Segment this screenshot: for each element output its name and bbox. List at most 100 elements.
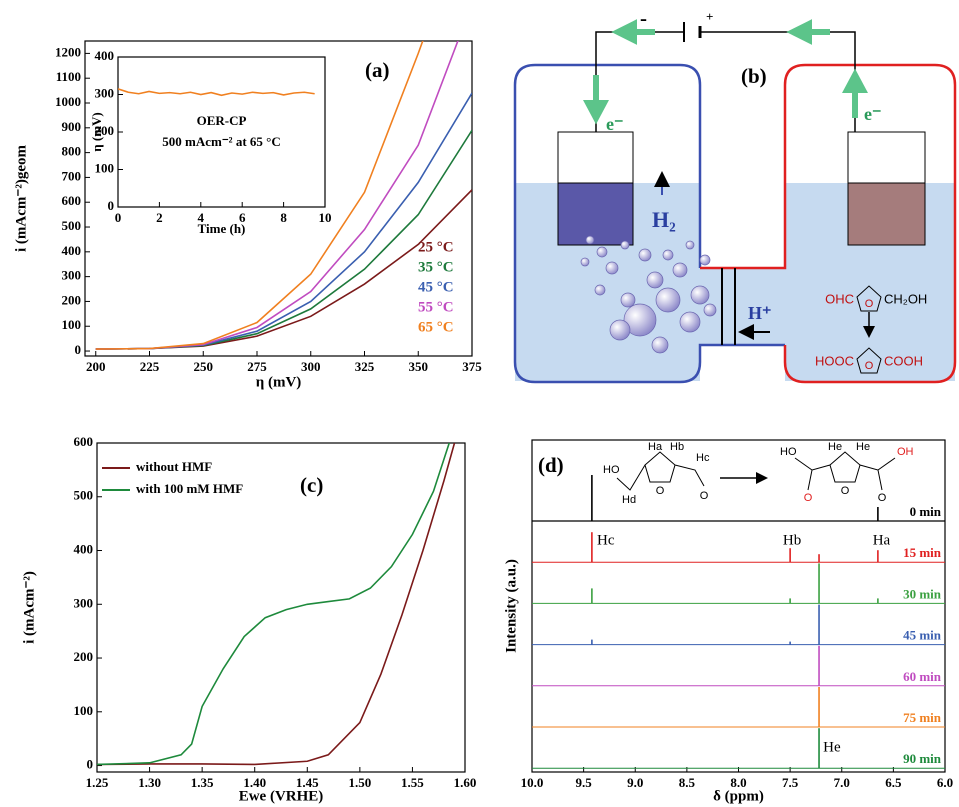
cell-diagram: - + (b) e⁻ e⁻ H₂ H⁺ OHC O CH₂OH HOOC O C… bbox=[513, 6, 957, 384]
plus-sign: + bbox=[706, 9, 713, 24]
hmf-aldehyde-o: O bbox=[700, 490, 709, 502]
x-tick-label: 300 bbox=[301, 359, 321, 374]
electron-arrow bbox=[786, 19, 830, 45]
y-tick-label: 700 bbox=[62, 168, 82, 183]
trace-label: 45 min bbox=[903, 628, 942, 643]
hmf-ring-o: O bbox=[656, 485, 665, 497]
furan-ring bbox=[856, 285, 882, 312]
bubble bbox=[655, 287, 681, 313]
hmf-hc: Hc bbox=[696, 452, 710, 464]
y-tick-label: 0 bbox=[75, 342, 82, 357]
fdca-ho: HO bbox=[780, 446, 797, 458]
panel-label: (a) bbox=[365, 58, 390, 82]
y-tick-label: 300 bbox=[74, 595, 94, 610]
x-tick-label: 9.5 bbox=[576, 775, 593, 790]
line-series bbox=[97, 443, 456, 766]
x-axis-label: δ (ppm) bbox=[713, 788, 764, 804]
x-tick-label: 225 bbox=[140, 359, 160, 374]
y-tick-label: 600 bbox=[74, 434, 94, 449]
plot-frame bbox=[531, 439, 946, 773]
electron-arrow bbox=[611, 19, 655, 45]
trace-label: 15 min bbox=[903, 545, 942, 560]
line-series bbox=[95, 41, 424, 350]
bubble bbox=[620, 240, 630, 250]
x-axis-label: Time (h) bbox=[198, 221, 246, 236]
legend-entry: 35 °C bbox=[418, 259, 454, 275]
bubble bbox=[580, 257, 590, 267]
y-tick-label: 100 bbox=[74, 703, 94, 718]
fdca-left: HOOC bbox=[815, 353, 854, 368]
x-tick-label: 8.5 bbox=[679, 775, 696, 790]
bubble bbox=[672, 262, 688, 278]
x-tick-label: 1.60 bbox=[454, 775, 477, 790]
x-axis-label: Ewe (VRHE) bbox=[239, 788, 324, 804]
y-tick-label: 200 bbox=[95, 123, 115, 138]
bubble bbox=[638, 248, 652, 262]
fdca-structure bbox=[794, 451, 896, 491]
series-group bbox=[97, 443, 456, 766]
hmf-structure bbox=[616, 451, 705, 491]
electron-arrow bbox=[583, 75, 609, 125]
wire bbox=[595, 31, 856, 132]
peak-annotation: Ha bbox=[873, 532, 891, 548]
plot-frame bbox=[84, 40, 473, 357]
y-axis-label: i (mAcm⁻²)geom bbox=[13, 145, 29, 252]
trace-label: 75 min bbox=[903, 710, 942, 725]
trace-label: 0 min bbox=[910, 504, 942, 519]
y-tick-label: 500 bbox=[74, 488, 94, 503]
y-tick-label: 200 bbox=[74, 649, 94, 664]
x-tick-label: 375 bbox=[462, 359, 482, 374]
y-tick-label: 100 bbox=[95, 160, 115, 175]
bubble bbox=[646, 271, 664, 289]
nmr-structures: HO O Ha Hb Hc Hd O HO O O He He O OH bbox=[603, 441, 914, 506]
x-tick-label: 1.50 bbox=[348, 775, 371, 790]
x-tick-label: 350 bbox=[409, 359, 429, 374]
y-tick-label: 0 bbox=[108, 198, 115, 213]
y-axis-label: i (mAcm⁻²) bbox=[21, 571, 37, 644]
hmf-ha: Ha bbox=[648, 441, 663, 453]
line-series bbox=[118, 88, 315, 97]
y-tick-label: 400 bbox=[95, 48, 115, 63]
bubbles bbox=[580, 235, 717, 354]
x-tick-label: 9.0 bbox=[627, 775, 643, 790]
anode-electrode bbox=[847, 182, 926, 246]
y-tick-label: 0 bbox=[87, 757, 94, 772]
y-tick-label: 300 bbox=[95, 85, 115, 100]
hmf-hd: Hd bbox=[622, 494, 636, 506]
bubble bbox=[594, 284, 606, 296]
y-tick-label: 500 bbox=[62, 218, 82, 233]
hmf-ho: HO bbox=[603, 464, 620, 476]
trace-label: 60 min bbox=[903, 669, 942, 684]
series-group bbox=[95, 41, 472, 350]
electron-arrow bbox=[842, 68, 868, 118]
x-tick-label: 10 bbox=[319, 210, 332, 225]
fdca-he: He bbox=[828, 441, 842, 453]
x-tick-label: 275 bbox=[247, 359, 267, 374]
inset-note: 500 mAcm⁻² at 65 °C bbox=[162, 134, 281, 149]
peak-annotation: He bbox=[823, 739, 841, 755]
x-tick-label: 4 bbox=[198, 210, 205, 225]
bubble bbox=[685, 240, 695, 250]
bubble bbox=[690, 285, 710, 305]
x-tick-label: 8.0 bbox=[730, 775, 746, 790]
fdca-ring-o: O bbox=[841, 485, 850, 497]
x-tick-label: 6.0 bbox=[937, 775, 953, 790]
line-series bbox=[97, 443, 450, 766]
x-tick-label: 6.5 bbox=[885, 775, 902, 790]
fdca-carbonyl-o: O bbox=[804, 492, 813, 504]
y-tick-label: 1100 bbox=[56, 69, 81, 84]
electron-label: e⁻ bbox=[864, 104, 882, 124]
plot-frame bbox=[96, 442, 466, 773]
y-tick-label: 600 bbox=[62, 193, 82, 208]
x-tick-label: 1.40 bbox=[243, 775, 266, 790]
x-tick-label: 7.0 bbox=[834, 775, 850, 790]
x-tick-label: 7.5 bbox=[782, 775, 799, 790]
bubble bbox=[699, 254, 711, 266]
x-tick-label: 325 bbox=[355, 359, 375, 374]
bubble bbox=[596, 246, 608, 258]
panel-label: (d) bbox=[538, 453, 564, 477]
peak-annotation: Hc bbox=[597, 532, 615, 548]
series-group bbox=[118, 88, 315, 97]
trace-label: 90 min bbox=[903, 751, 942, 766]
